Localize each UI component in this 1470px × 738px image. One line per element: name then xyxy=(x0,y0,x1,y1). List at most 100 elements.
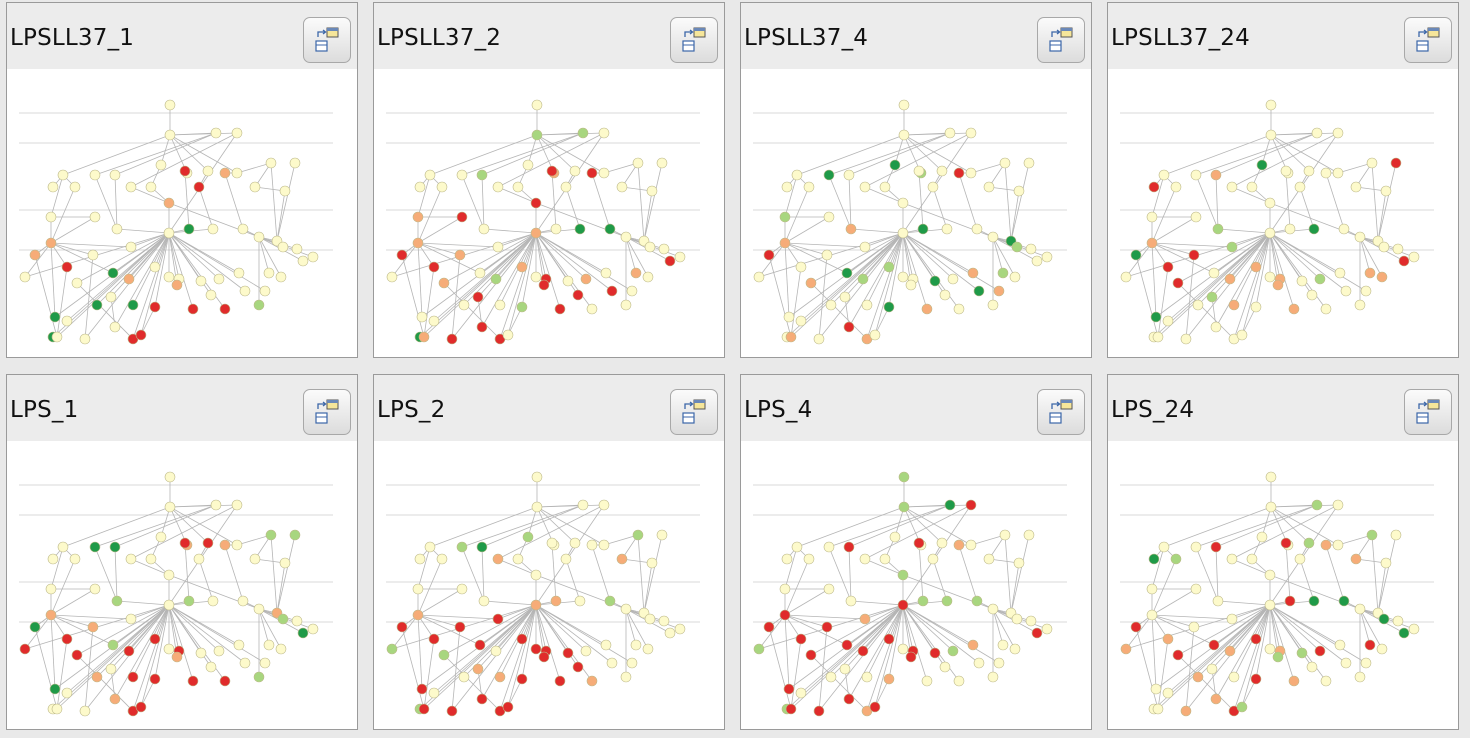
network-node[interactable] xyxy=(1180,333,1192,345)
network-node[interactable] xyxy=(207,223,219,235)
network-node[interactable] xyxy=(531,129,543,141)
network-node[interactable] xyxy=(1152,331,1164,343)
network-node[interactable] xyxy=(163,227,175,239)
network-node[interactable] xyxy=(57,541,69,553)
network-node[interactable] xyxy=(1208,267,1220,279)
network-node[interactable] xyxy=(412,609,424,621)
network-node[interactable] xyxy=(632,529,644,541)
network-node[interactable] xyxy=(476,541,488,553)
network-node[interactable] xyxy=(127,671,139,683)
network-node[interactable] xyxy=(795,687,807,699)
network-node[interactable] xyxy=(424,541,436,553)
network-node[interactable] xyxy=(47,553,59,565)
network-node[interactable] xyxy=(396,621,408,633)
network-node[interactable] xyxy=(674,251,686,263)
network-node[interactable] xyxy=(478,595,490,607)
network-node[interactable] xyxy=(897,599,909,611)
network-node[interactable] xyxy=(580,273,592,285)
network-node[interactable] xyxy=(105,663,117,675)
network-node[interactable] xyxy=(861,299,873,311)
network-node[interactable] xyxy=(1311,127,1323,139)
network-node[interactable] xyxy=(428,633,440,645)
network-node[interactable] xyxy=(79,333,91,345)
network-node[interactable] xyxy=(586,167,598,179)
network-node[interactable] xyxy=(494,299,506,311)
network-node[interactable] xyxy=(412,583,424,595)
network-node[interactable] xyxy=(944,499,956,511)
network-node[interactable] xyxy=(953,167,965,179)
network-node[interactable] xyxy=(474,267,486,279)
network-node[interactable] xyxy=(61,261,73,273)
network-node[interactable] xyxy=(1236,329,1248,341)
network-node[interactable] xyxy=(164,471,176,483)
network-node[interactable] xyxy=(1264,271,1276,283)
network-node[interactable] xyxy=(1392,615,1404,627)
network-node[interactable] xyxy=(1162,687,1174,699)
network-node[interactable] xyxy=(438,277,450,289)
network-node[interactable] xyxy=(1190,169,1202,181)
network-node[interactable] xyxy=(458,299,470,311)
network-node[interactable] xyxy=(664,627,676,639)
network-node[interactable] xyxy=(913,165,925,177)
network-node[interactable] xyxy=(1224,645,1236,657)
network-node[interactable] xyxy=(436,553,448,565)
network-node[interactable] xyxy=(210,499,222,511)
network-node[interactable] xyxy=(987,603,999,615)
network-node[interactable] xyxy=(560,553,572,565)
network-node[interactable] xyxy=(149,261,161,273)
network-node[interactable] xyxy=(516,633,528,645)
network-node[interactable] xyxy=(472,663,484,675)
network-node[interactable] xyxy=(386,271,398,283)
network-node[interactable] xyxy=(1332,499,1344,511)
network-node[interactable] xyxy=(644,613,656,625)
network-node[interactable] xyxy=(574,223,586,235)
network-node[interactable] xyxy=(1256,531,1268,543)
network-node[interactable] xyxy=(446,705,458,717)
network-node[interactable] xyxy=(145,553,157,565)
network-node[interactable] xyxy=(1303,165,1315,177)
network-node[interactable] xyxy=(917,223,929,235)
network-node[interactable] xyxy=(69,553,81,565)
network-node[interactable] xyxy=(71,649,83,661)
network-node[interactable] xyxy=(825,299,837,311)
network-node[interactable] xyxy=(883,673,895,685)
network-node[interactable] xyxy=(1041,623,1053,635)
network-node[interactable] xyxy=(289,157,301,169)
network-node[interactable] xyxy=(530,271,542,283)
network-node[interactable] xyxy=(1188,621,1200,633)
network-node[interactable] xyxy=(1172,649,1184,661)
network-node[interactable] xyxy=(49,683,61,695)
network-node[interactable] xyxy=(859,613,871,625)
network-node[interactable] xyxy=(841,267,853,279)
network-node[interactable] xyxy=(1354,231,1366,243)
network-node[interactable] xyxy=(210,127,222,139)
network-node[interactable] xyxy=(586,675,598,687)
network-node[interactable] xyxy=(1334,267,1346,279)
network-node[interactable] xyxy=(57,169,69,181)
network-node[interactable] xyxy=(494,671,506,683)
network-node[interactable] xyxy=(658,243,670,255)
network-node[interactable] xyxy=(927,181,939,193)
network-node[interactable] xyxy=(646,185,658,197)
network-node[interactable] xyxy=(927,553,939,565)
network-node[interactable] xyxy=(843,693,855,705)
network-node[interactable] xyxy=(1226,553,1238,565)
network-node[interactable] xyxy=(478,223,490,235)
network-node[interactable] xyxy=(45,211,57,223)
network-node[interactable] xyxy=(492,181,504,193)
network-node[interactable] xyxy=(1210,169,1222,181)
network-node[interactable] xyxy=(1256,159,1268,171)
network-node[interactable] xyxy=(795,261,807,273)
network-node[interactable] xyxy=(620,231,632,243)
network-node[interactable] xyxy=(155,531,167,543)
network-node[interactable] xyxy=(202,537,214,549)
network-node[interactable] xyxy=(1311,499,1323,511)
network-node[interactable] xyxy=(91,671,103,683)
network-node[interactable] xyxy=(1320,539,1332,551)
layout-button[interactable] xyxy=(303,389,351,435)
network-node[interactable] xyxy=(929,275,941,287)
network-node[interactable] xyxy=(109,541,121,553)
network-node[interactable] xyxy=(237,223,249,235)
network-node[interactable] xyxy=(658,615,670,627)
network-node[interactable] xyxy=(61,633,73,645)
